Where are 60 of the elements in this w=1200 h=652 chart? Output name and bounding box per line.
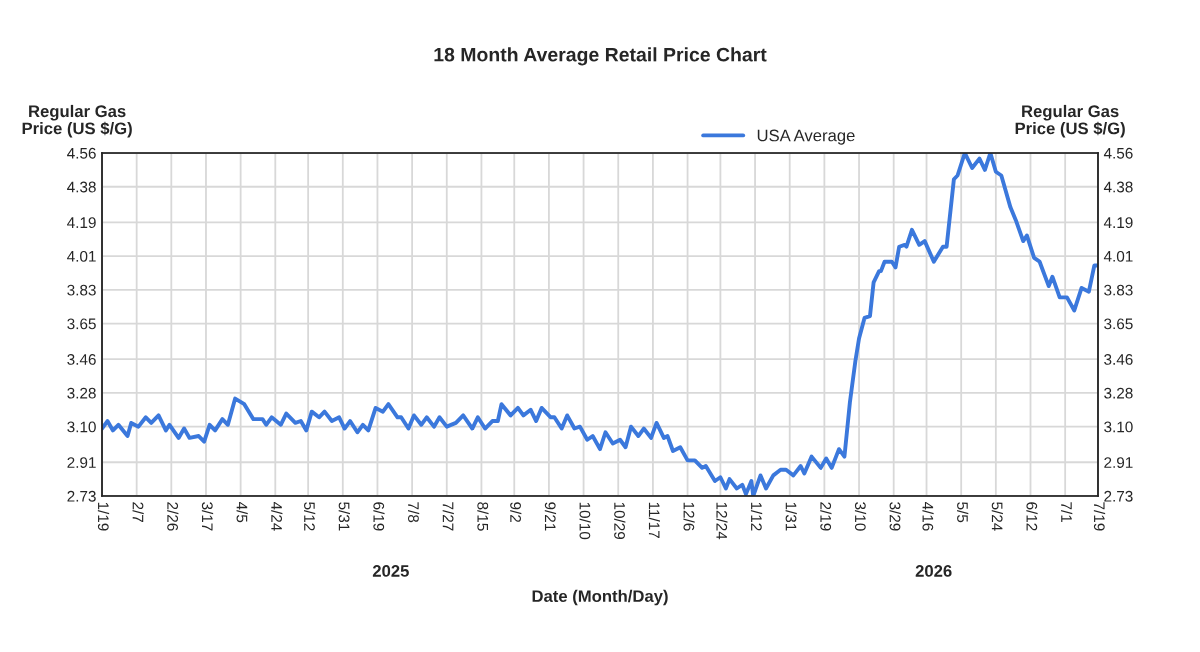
x-tick-label: 12/24	[716, 502, 728, 540]
x-tick-label: 9/21	[544, 502, 557, 531]
y-tick-label: 3.46	[67, 354, 96, 365]
x-tick-label: 11/17	[648, 502, 661, 538]
x-tick-label: 2/19	[820, 502, 832, 531]
y2-axis-title: Regular Gas Price (US $/G)	[1015, 104, 1125, 138]
x-tick-label: 7/27	[442, 502, 454, 531]
x-tick-label: 5/12	[304, 502, 316, 531]
text: 2026	[915, 565, 952, 577]
x-tick-label: 10/29	[614, 502, 626, 540]
x-tick-label: 1/19	[97, 502, 110, 531]
y-tick-label: 3.28	[67, 387, 96, 399]
x-tick-label: 2/26	[167, 502, 179, 531]
y2-tick-label: 3.46	[1104, 354, 1133, 365]
x-tick-label: 9/2	[510, 502, 522, 523]
x-tick-label: 3/10	[854, 502, 867, 531]
y2-tick-label: 4.56	[1103, 147, 1133, 159]
y-tick-label: 4.56	[67, 147, 96, 159]
x-tick-label: 10/10	[579, 502, 591, 540]
y-tick-label: 3.65	[67, 318, 96, 330]
y2-tick-label: 4.38	[1103, 181, 1133, 193]
x-tick-label: 1/31	[785, 502, 797, 531]
y2-tick-label: 3.10	[1104, 421, 1133, 433]
x-tick-label: 7/1	[1061, 502, 1073, 523]
x-tick-label: 12/6	[683, 502, 695, 531]
line-series	[102, 153, 1098, 496]
x-tick-label: 7/8	[408, 502, 420, 523]
y-tick-label: 3.10	[67, 421, 96, 433]
y2-tick-label: 4.01	[1103, 250, 1133, 262]
y-tick-label: 3.83	[67, 284, 96, 296]
x-tick-label: 6/19	[373, 502, 385, 531]
y2-tick-label: 3.83	[1104, 284, 1133, 296]
y2-tick-label: 3.28	[1104, 387, 1133, 399]
legend-label: USA Average	[757, 129, 855, 145]
y-tick-label: 4.19	[67, 217, 96, 229]
x-tick-label: 1/12	[750, 502, 763, 531]
x-tick-label: 5/5	[957, 502, 969, 523]
x-tick-label: 4/24	[271, 501, 283, 531]
x-tick-label: 5/31	[338, 502, 350, 531]
x-tick-label: 3/29	[889, 502, 901, 531]
y-tick-label: 4.01	[67, 250, 96, 262]
x-axis-title: Date (Month/Day)	[532, 589, 668, 606]
y2-tick-label: 3.65	[1104, 318, 1133, 330]
x-tick-label: 4/16	[922, 501, 934, 531]
x-tick-label: 7/19	[1093, 502, 1106, 531]
chart-title: 18 Month Average Retail Price Chart	[434, 47, 767, 66]
x-tick-label: 3/17	[201, 502, 214, 531]
x-tick-label: 8/15	[477, 502, 489, 531]
y2-tick-label: 4.19	[1103, 217, 1133, 229]
y2-tick-label: 2.91	[1104, 457, 1133, 468]
x-tick-label: 2/7	[132, 502, 144, 523]
y-tick-label: 2.73	[67, 490, 96, 502]
text: 2025	[372, 565, 409, 577]
y-axis-title: Regular Gas Price (US $/G)	[22, 104, 132, 138]
x-tick-label: 6/12	[1026, 502, 1038, 531]
y2-tick-label: 2.73	[1104, 490, 1133, 502]
y-tick-label: 4.38	[67, 181, 96, 193]
x-tick-label: 5/24	[991, 502, 1003, 531]
x-tick-label: 4/5	[236, 501, 248, 523]
y-tick-label: 2.91	[67, 457, 96, 468]
